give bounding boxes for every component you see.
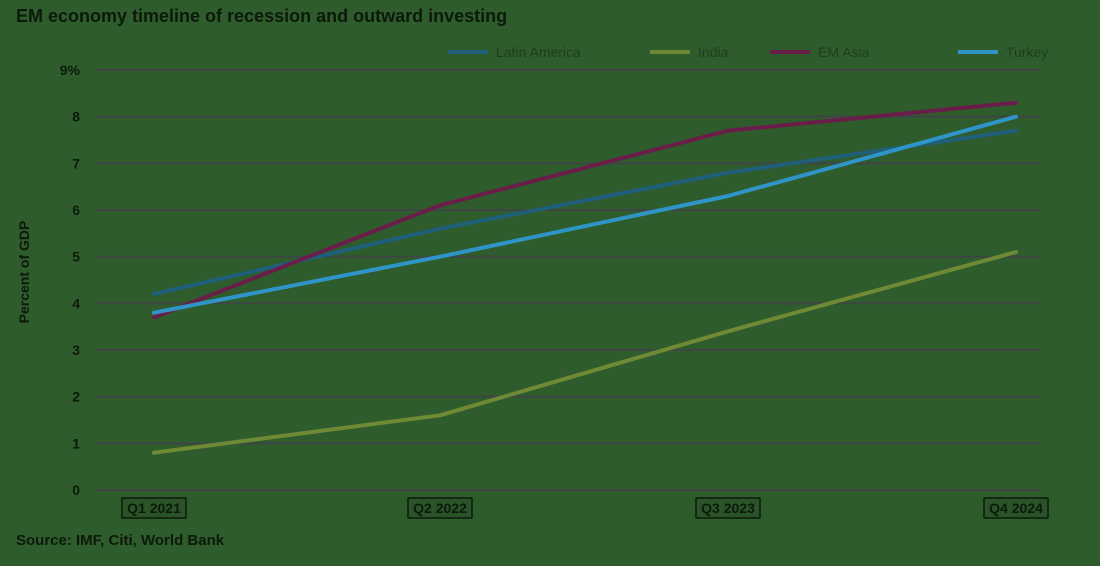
legend-label: India <box>698 44 729 60</box>
y-tick-label: 3 <box>72 342 80 358</box>
x-tick-box <box>983 497 1049 519</box>
x-tick-box <box>407 497 473 519</box>
x-tick-label: Q2 2022 <box>413 500 467 516</box>
y-tick-label: 4 <box>72 295 80 311</box>
legend-label: EM Asia <box>818 44 870 60</box>
y-tick-label: 0 <box>72 482 80 498</box>
legend-label: Latin America <box>496 44 581 60</box>
x-tick-box <box>695 497 761 519</box>
source-note: Source: IMF, Citi, World Bank <box>16 532 225 549</box>
chart-title: EM economy timeline of recession and out… <box>16 6 508 26</box>
y-tick-label: 8 <box>72 109 80 125</box>
y-tick-label: 1 <box>72 435 80 451</box>
y-tick-label: 6 <box>72 202 80 218</box>
legend-label: Turkey <box>1006 44 1048 60</box>
y-tick-label: 7 <box>72 155 80 171</box>
series-line <box>152 100 1018 320</box>
y-tick-label: 9% <box>60 62 81 78</box>
x-tick-box <box>121 497 187 519</box>
x-tick-label: Q3 2023 <box>701 500 755 516</box>
series-line <box>152 128 1018 296</box>
series-line <box>152 114 1018 315</box>
x-tick-label: Q1 2021 <box>127 500 181 516</box>
y-tick-label: 5 <box>72 249 80 265</box>
y-tick-label: 2 <box>72 389 80 405</box>
x-tick-label: Q4 2024 <box>989 500 1043 516</box>
series-line <box>152 250 1018 455</box>
